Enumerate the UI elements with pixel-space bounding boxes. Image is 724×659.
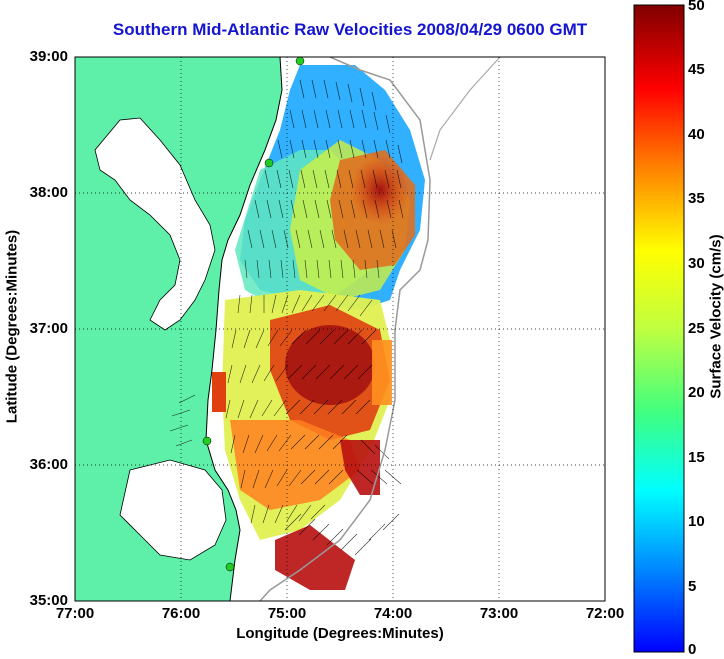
y-tick-label: 35:00: [29, 592, 68, 609]
station-markers: [202, 57, 305, 572]
y-tick-label: 38:00: [29, 184, 68, 201]
colorbar-tick-label: 20: [688, 384, 705, 401]
x-tick-label: 75:00: [267, 605, 307, 622]
station-marker: [225, 562, 235, 572]
station-marker: [295, 57, 305, 66]
x-axis-label: Longitude (Degrees:Minutes): [236, 625, 444, 642]
y-tick-label: 37:00: [29, 320, 68, 337]
velocity-field: [212, 65, 425, 590]
grid-lines: [75, 57, 605, 601]
colorbar: [633, 4, 685, 653]
y-tick-label: 39:00: [29, 48, 68, 65]
colorbar-tick-label: 15: [688, 449, 705, 466]
map-title: Southern Mid-Atlantic Raw Velocities 200…: [112, 20, 588, 39]
colorbar-tick-label: 25: [688, 320, 705, 337]
x-tick-label: 72:00: [585, 605, 625, 622]
colorbar-tick-label: 40: [688, 126, 705, 143]
bay-water: [95, 118, 215, 330]
colorbar-tick-label: 5: [688, 578, 697, 595]
station-marker: [202, 436, 212, 446]
x-tick-label: 76:00: [161, 605, 201, 622]
colorbar-tick-label: 30: [688, 255, 705, 272]
x-tick-label: 77:00: [55, 605, 95, 622]
colorbar-tick-label: 45: [688, 61, 705, 78]
bathymetry-contour-outer: [429, 57, 501, 161]
bathymetry-contour: [259, 57, 431, 601]
y-axis-label: Latitude (Degrees:Minutes): [3, 229, 21, 424]
x-tick-label: 74:00: [373, 605, 413, 622]
y-tick-label: 36:00: [29, 456, 68, 473]
sound-water: [120, 460, 226, 560]
colorbar-tick-label: 0: [688, 641, 697, 658]
colorbar-tick-label: 10: [688, 513, 705, 530]
colorbar-tick-label: 50: [688, 0, 705, 14]
station-marker: [264, 158, 274, 168]
x-tick-label: 73:00: [479, 605, 519, 622]
velocity-vectors: [169, 79, 404, 556]
colorbar-label: Surface Velocity (cm/s): [707, 234, 724, 399]
colorbar-tick-label: 35: [688, 190, 705, 207]
coastline: [205, 57, 283, 601]
